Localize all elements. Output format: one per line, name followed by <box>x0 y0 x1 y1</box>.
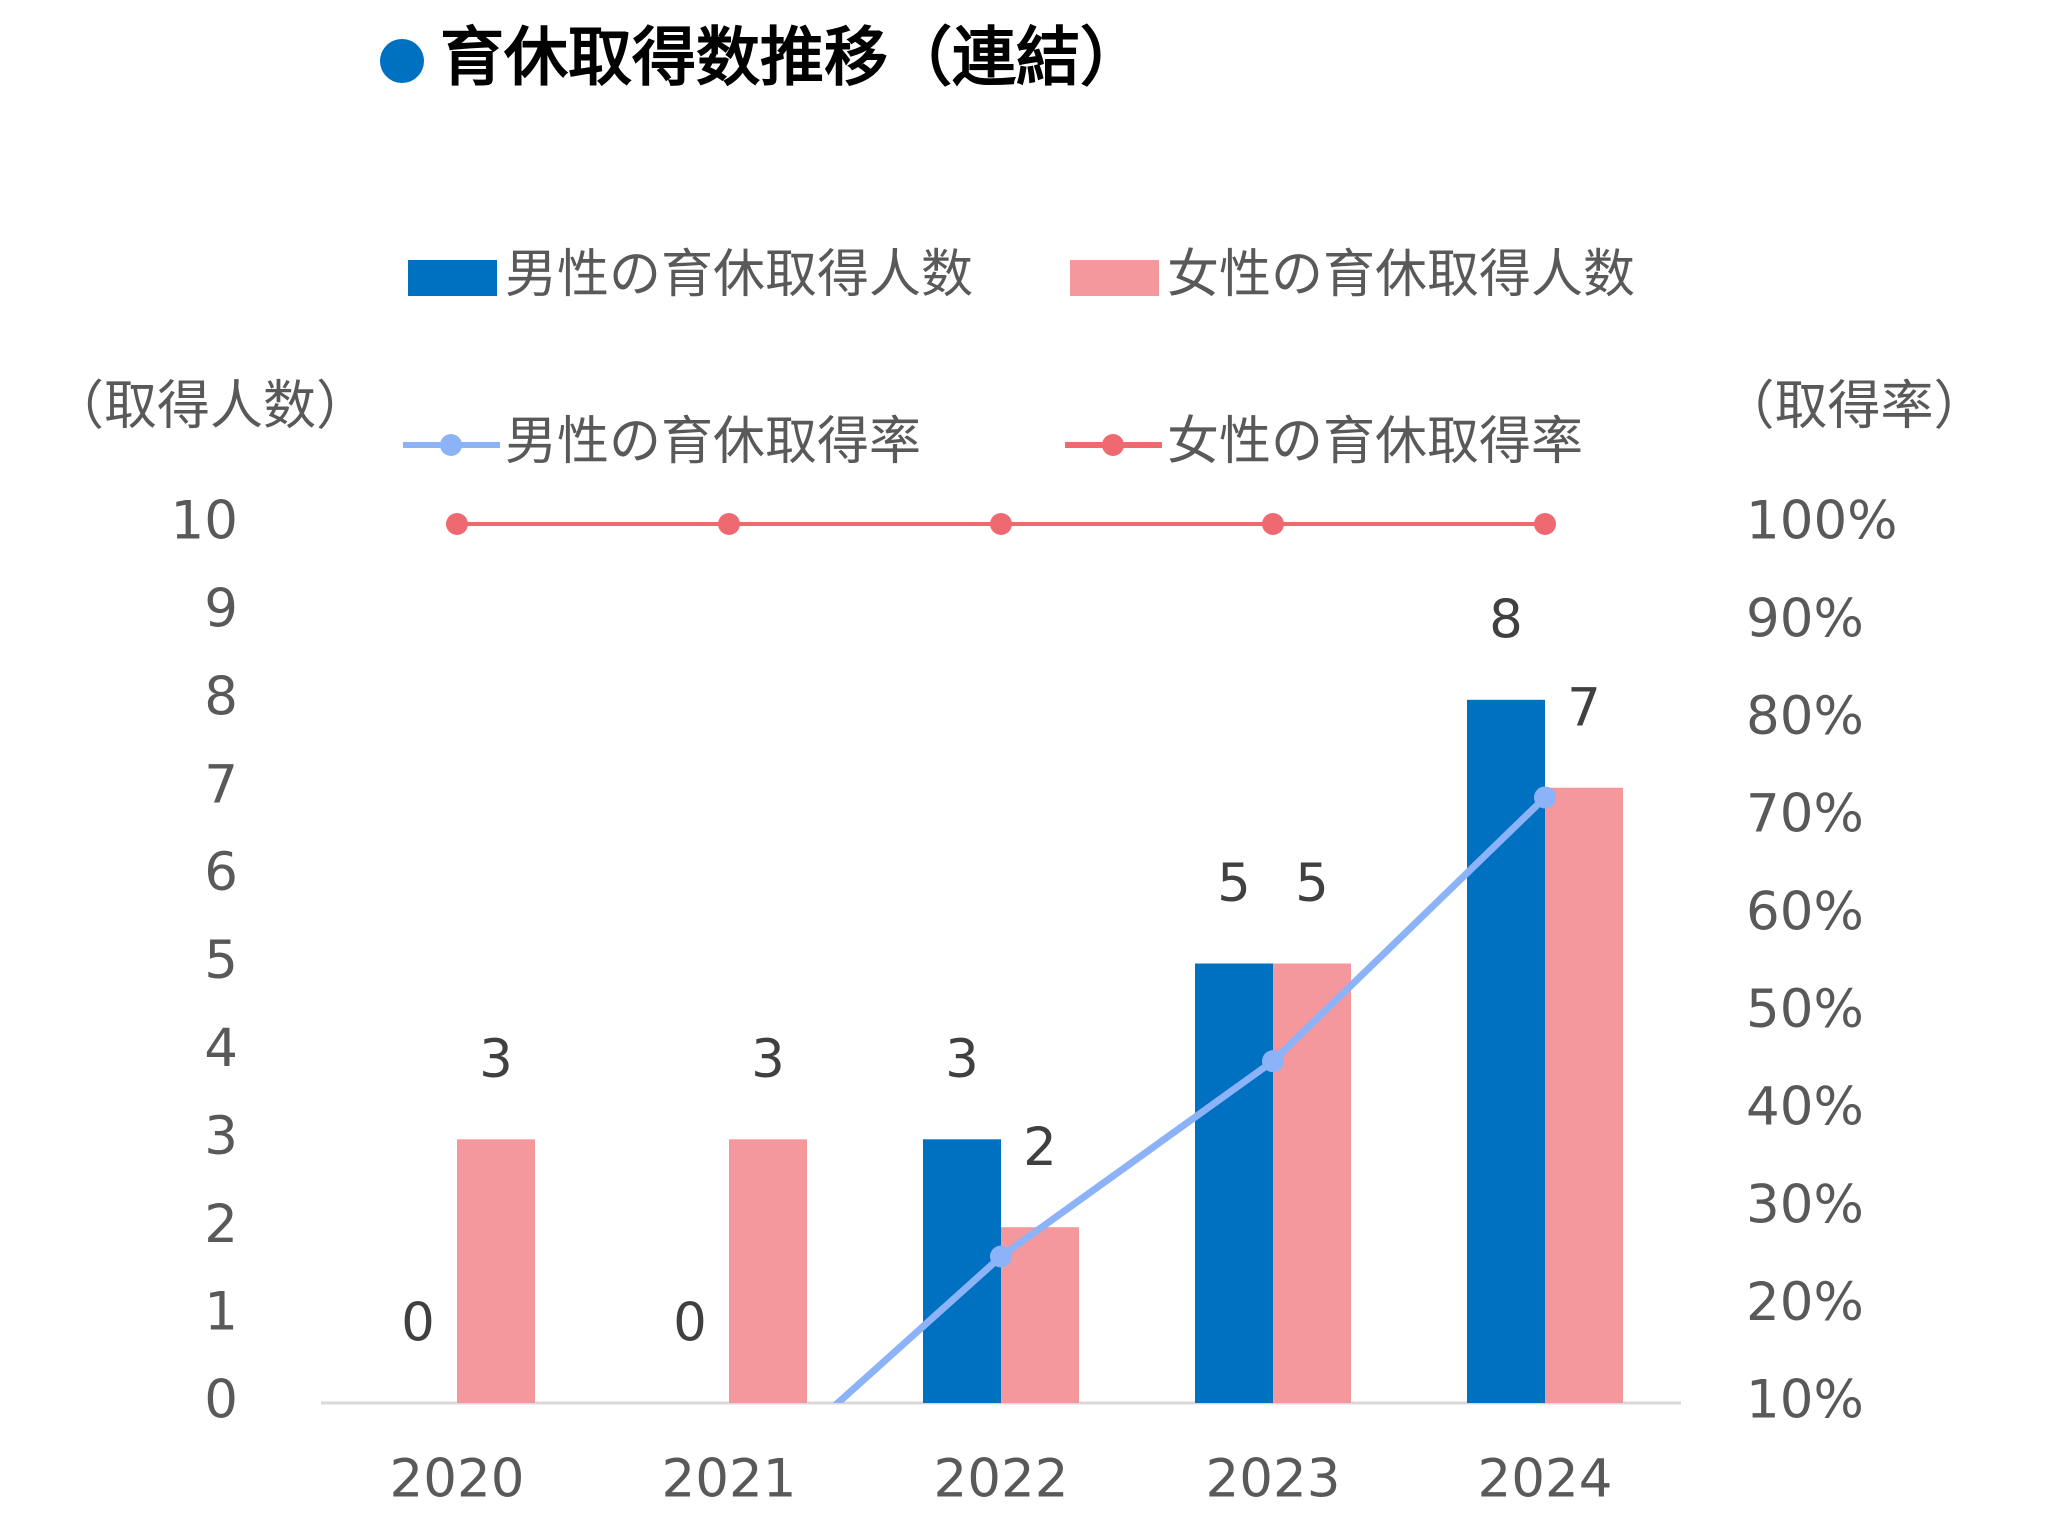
data-label: 0 <box>401 1293 435 1354</box>
y2-axis-title: （取得率） <box>1722 376 1987 437</box>
bar <box>729 1139 807 1403</box>
bar <box>1273 963 1351 1403</box>
line-marker <box>1262 1050 1284 1073</box>
x-tick-label: 2022 <box>934 1449 1069 1510</box>
y2-tick-label: 90% <box>1746 588 1864 649</box>
line-marker <box>1534 786 1556 809</box>
line-layer <box>446 513 1556 1403</box>
legend-swatch <box>408 260 497 296</box>
line-marker <box>1262 513 1284 535</box>
legend-swatch <box>1070 260 1159 296</box>
bar <box>1195 963 1273 1403</box>
legend-label: 男性の育休取得人数 <box>505 245 973 305</box>
y-tick-label: 7 <box>204 754 238 815</box>
chart-title: 育休取得数推移（連結） <box>440 22 1144 96</box>
legend-swatch <box>440 434 462 456</box>
line-marker <box>446 513 468 535</box>
bar <box>1467 699 1545 1403</box>
data-label: 0 <box>673 1293 707 1354</box>
y-tick-label: 10 <box>171 491 238 552</box>
y2-tick-label: 30% <box>1746 1174 1864 1235</box>
line-marker <box>718 513 740 535</box>
data-label: 3 <box>479 1029 513 1090</box>
legend-swatch <box>1102 434 1124 456</box>
y-tick-label: 6 <box>204 842 238 903</box>
legend-label: 女性の育休取得率 <box>1167 412 1583 472</box>
bar <box>457 1139 535 1403</box>
y-tick-label: 2 <box>204 1194 238 1255</box>
y-tick-label: 0 <box>204 1370 238 1431</box>
x-tick-label: 2024 <box>1478 1449 1613 1510</box>
line-marker <box>990 513 1012 535</box>
x-tick-label: 2021 <box>662 1449 797 1510</box>
x-tick-label: 2020 <box>390 1449 525 1510</box>
y-tick-label: 4 <box>204 1018 238 1079</box>
data-label: 5 <box>1217 853 1251 914</box>
line-marker <box>990 1245 1012 1268</box>
y2-tick-label: 80% <box>1746 686 1864 747</box>
y-tick-label: 9 <box>204 579 238 640</box>
x-tick-label: 2023 <box>1206 1449 1341 1510</box>
legend-label: 男性の育休取得率 <box>505 412 921 472</box>
data-label: 3 <box>945 1029 979 1090</box>
data-label: 2 <box>1023 1117 1057 1178</box>
data-label: 3 <box>751 1029 785 1090</box>
y2-tick-label: 100% <box>1746 491 1898 552</box>
y2-tick-label: 60% <box>1746 881 1864 942</box>
y2-tick-label: 50% <box>1746 979 1864 1040</box>
legend-label: 女性の育休取得人数 <box>1167 245 1635 305</box>
y-tick-label: 1 <box>204 1282 238 1343</box>
data-label: 8 <box>1489 589 1523 650</box>
y-tick-label: 8 <box>204 666 238 727</box>
y2-tick-label: 10% <box>1746 1370 1864 1431</box>
data-label: 7 <box>1567 677 1601 738</box>
line-marker <box>1534 513 1556 535</box>
y2-tick-label: 70% <box>1746 784 1864 845</box>
y-tick-label: 3 <box>204 1106 238 1167</box>
y-axis-title: （取得人数） <box>51 376 369 437</box>
title-bullet <box>380 39 424 83</box>
y2-tick-label: 40% <box>1746 1077 1864 1138</box>
y-tick-label: 5 <box>204 930 238 991</box>
bar <box>1001 1227 1079 1403</box>
bar <box>1545 787 1623 1403</box>
data-label: 5 <box>1295 853 1329 914</box>
y2-tick-label: 20% <box>1746 1272 1864 1333</box>
